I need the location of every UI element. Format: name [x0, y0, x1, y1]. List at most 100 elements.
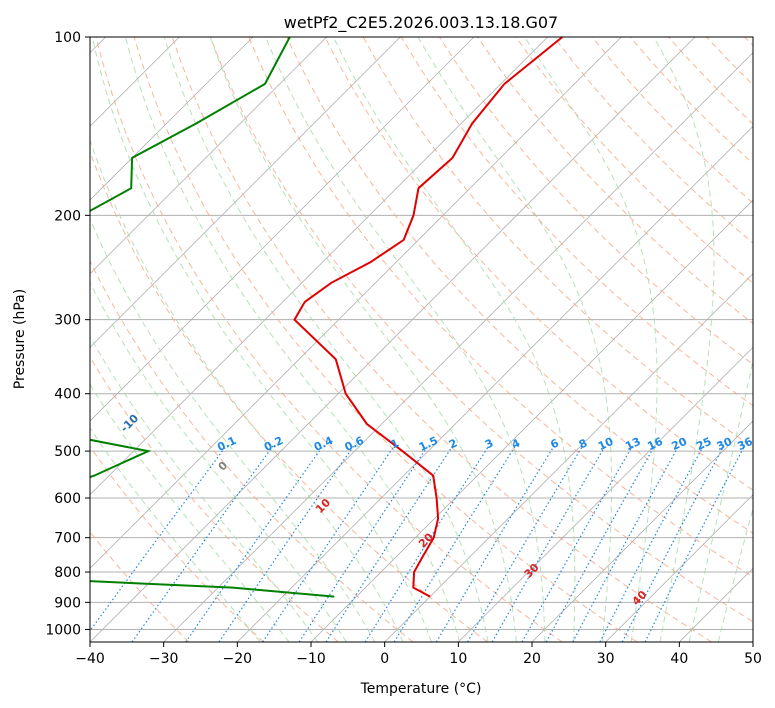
mixing-ratio-label: 10: [596, 435, 616, 453]
dry-adiabat: [744, 37, 753, 47]
mixing-ratio-line: [644, 445, 746, 642]
mixing-ratio-label: 2: [447, 436, 459, 451]
mixing-ratio-line: [90, 445, 227, 632]
moist-adiabat: [653, 37, 715, 642]
dry-adiabat: [90, 531, 190, 642]
dry-adiabat-label: 40: [630, 588, 650, 608]
x-tick-label: 50: [744, 651, 762, 667]
isotherm-line: [90, 37, 696, 642]
dry-adiabat: [668, 37, 753, 125]
dry-adiabat: [90, 150, 488, 642]
mixing-ratio-line: [325, 445, 454, 642]
profile-series: [90, 37, 564, 598]
isotherm-line: [679, 567, 753, 642]
isotherm-line: [90, 37, 401, 348]
x-tick-label: −20: [223, 651, 253, 667]
plot-frame: [89, 36, 754, 643]
chart-title: wetPf2_C2E5.2026.003.13.18.G07: [284, 13, 558, 33]
mixing-ratio-label: 13: [623, 435, 642, 453]
dry-adiabat: [591, 37, 753, 204]
isotherm-line: [90, 37, 548, 496]
dry-adiabat: [90, 445, 264, 642]
mixing-ratio-lines: [90, 445, 746, 642]
moist-adiabat: [688, 358, 753, 642]
x-tick-label: −40: [75, 651, 105, 667]
y-tick-label: 700: [54, 531, 81, 547]
x-tick-label: 20: [523, 651, 541, 667]
mixing-ratio-line: [521, 445, 634, 642]
dry-adiabat: [515, 37, 753, 284]
moist-adiabat: [125, 37, 461, 642]
line-labels: 0.10.20.40.611.52346810131620253036-100-…: [118, 412, 755, 609]
mixing-ratio-label: 30: [715, 435, 735, 453]
mixing-ratio-line: [545, 445, 656, 642]
isotherm-line: [90, 37, 254, 201]
x-tick-label: 40: [670, 651, 688, 667]
moist-adiabat: [163, 37, 489, 642]
y-tick-label: 400: [54, 387, 81, 403]
skewed-isotherms: [90, 37, 753, 642]
moist-adiabats: [90, 37, 753, 642]
y-axis-ticks: 100 200 300 400 500 600 700 800 900 1000: [45, 30, 90, 638]
y-tick-label: 100: [54, 30, 81, 46]
mixing-ratio-label: 36: [735, 435, 755, 453]
isotherm-line: [90, 37, 327, 275]
dewpoint-profile-line: [90, 37, 335, 598]
dry-adiabat: [133, 37, 638, 642]
dry-adiabat: [171, 37, 712, 642]
mixing-ratio-line: [393, 445, 516, 642]
y-tick-label: 500: [54, 444, 81, 460]
y-tick-label: 600: [54, 491, 81, 507]
dry-adiabat-label: 30: [522, 561, 542, 581]
pressure-gridlines: [90, 37, 753, 630]
mixing-ratio-line: [466, 445, 584, 642]
y-tick-label: 900: [54, 595, 81, 611]
moist-adiabat: [91, 37, 432, 642]
dry-adiabat: [90, 356, 339, 642]
isotherm-line: [310, 199, 753, 642]
moist-adiabat: [90, 217, 376, 642]
isotherm-line: [752, 641, 753, 642]
mixing-ratio-line: [364, 445, 490, 642]
mixing-ratio-line: [262, 445, 395, 642]
mixing-ratio-line: [298, 445, 429, 642]
x-axis-label: Temperature (°C): [360, 681, 482, 697]
moist-adiabat: [90, 335, 319, 642]
moist-adiabat: [265, 37, 546, 642]
mixing-ratio-line: [131, 445, 274, 642]
dry-adiabat: [90, 259, 414, 642]
moist-adiabat: [90, 138, 404, 642]
y-tick-label: 800: [54, 565, 81, 581]
moist-adiabat: [209, 37, 517, 642]
mixing-ratio-line: [218, 445, 355, 642]
temperature-profile-line: [293, 37, 564, 598]
moist-adiabat: [90, 427, 261, 642]
mixing-ratio-line: [599, 445, 704, 642]
moist-adiabat: [332, 37, 576, 642]
dry-adiabat: [95, 37, 563, 642]
isotherm-line: [458, 346, 753, 642]
mixing-ratio-line: [572, 445, 680, 642]
x-tick-label: −10: [296, 651, 326, 667]
mixing-ratio-label: 4: [510, 436, 523, 451]
x-tick-label: 10: [449, 651, 467, 667]
x-axis-ticks: −40 −30 −20 −10 0 10 20 30 40 50: [75, 642, 762, 667]
dry-adiabat-label: -10: [118, 412, 141, 435]
mixing-ratio-label: 3: [483, 436, 495, 451]
isotherm-line: [605, 494, 753, 642]
mixing-ratio-line: [435, 445, 555, 642]
moist-adiabat: [717, 506, 753, 642]
mixing-ratio-label: 16: [645, 435, 665, 453]
moist-adiabat: [90, 383, 290, 642]
mixing-ratio-label: 20: [670, 435, 690, 453]
isotherm-line: [237, 125, 753, 642]
dry-adiabat-label: 10: [313, 496, 333, 516]
isotherm-line: [90, 37, 475, 422]
dry-adiabat: [324, 37, 753, 491]
mixing-ratio-label: 25: [694, 435, 713, 453]
y-tick-label: 200: [54, 208, 81, 224]
moist-adiabat: [417, 37, 612, 642]
dry-adiabat: [477, 37, 753, 325]
isotherm-line: [163, 52, 753, 642]
